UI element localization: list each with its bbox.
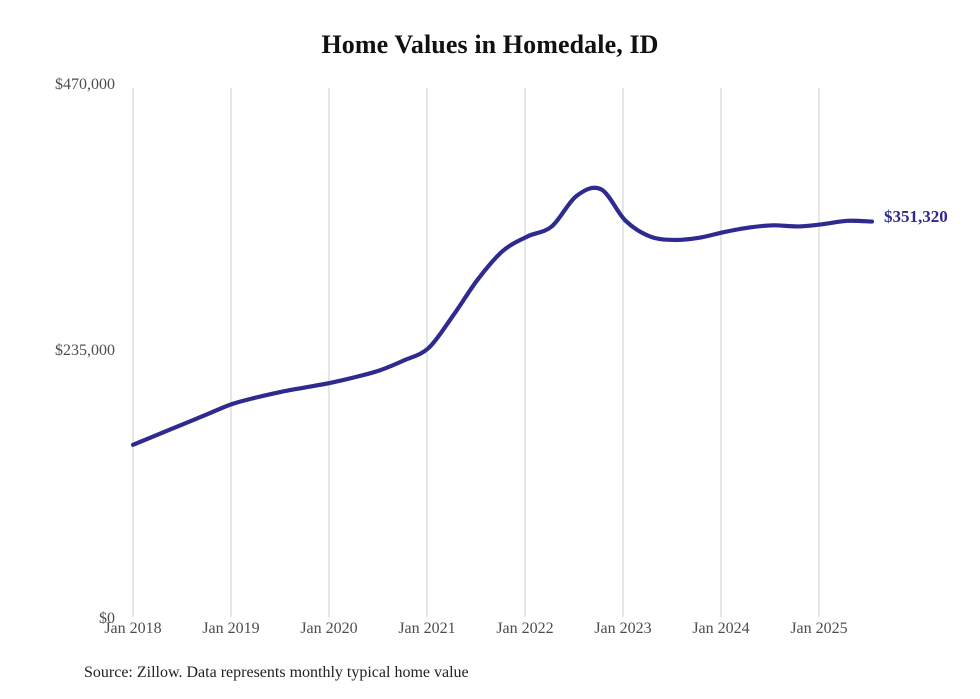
x-axis-tick-jan-2025: Jan 2025 <box>790 620 848 637</box>
gridline-group <box>132 88 820 617</box>
x-axis-tick-jan-2023: Jan 2023 <box>594 620 652 637</box>
x-axis-tick-jan-2024: Jan 2024 <box>692 620 750 637</box>
series-line-typical-home-value <box>130 185 875 447</box>
x-axis-tick-jan-2022: Jan 2022 <box>496 620 554 637</box>
x-axis-tick-jan-2018: Jan 2018 <box>104 620 162 637</box>
y-axis-tick-470000: $470,000 <box>55 76 115 93</box>
y-axis-tick-0: $0 <box>99 610 115 627</box>
end-value-label: $351,320 <box>884 207 948 226</box>
x-axis-tick-jan-2020: Jan 2020 <box>300 620 358 637</box>
y-axis-tick-235000: $235,000 <box>55 342 115 359</box>
source-note: Source: Zillow. Data represents monthly … <box>84 664 469 681</box>
x-axis-tick-jan-2019: Jan 2019 <box>202 620 260 637</box>
x-axis-tick-jan-2021: Jan 2021 <box>398 620 456 637</box>
page-title: Home Values in Homedale, ID <box>321 30 659 59</box>
